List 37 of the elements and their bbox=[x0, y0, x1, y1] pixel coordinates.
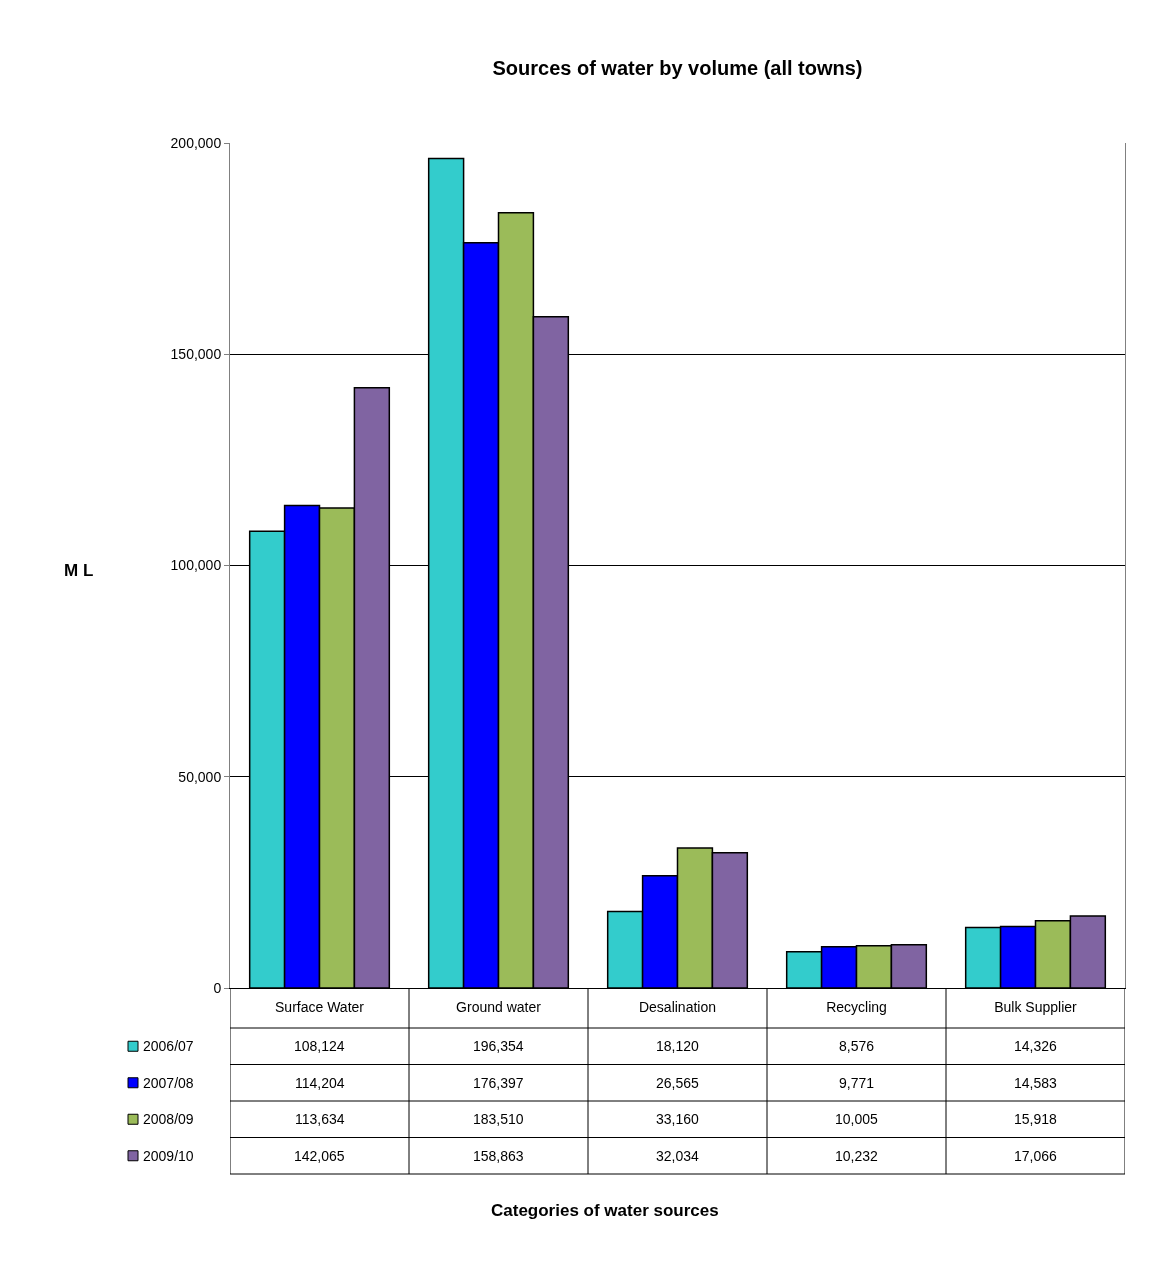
legend-label: 2007/08 bbox=[143, 1075, 194, 1091]
y-tick-label: 150,000 bbox=[170, 346, 222, 363]
text: Categories of water sources bbox=[491, 1201, 719, 1220]
data-label: 176,397 bbox=[473, 1075, 524, 1091]
data-label: 10,232 bbox=[835, 1148, 879, 1164]
legend-label: 2009/10 bbox=[143, 1148, 194, 1164]
x-tick-label: Surface Water bbox=[275, 998, 365, 1015]
x-tick-label: Desalination bbox=[638, 998, 717, 1015]
data-label: 14,326 bbox=[1014, 1038, 1058, 1054]
data-label: 18,120 bbox=[656, 1038, 700, 1054]
chart-title: Sources of water by volume (all towns) bbox=[492, 57, 863, 79]
data-label: 183,510 bbox=[473, 1111, 524, 1127]
y-tick-label: 50,000 bbox=[178, 768, 222, 785]
data-label: 17,066 bbox=[1014, 1148, 1058, 1164]
data-label: 10,005 bbox=[835, 1111, 879, 1127]
y-axis-title: M L bbox=[64, 561, 94, 580]
data-label: 108,124 bbox=[294, 1038, 345, 1054]
data-label: 8,576 bbox=[839, 1038, 875, 1054]
data-label: 32,034 bbox=[656, 1148, 700, 1164]
y-tick-label: 0 bbox=[213, 979, 222, 996]
data-label: 33,160 bbox=[656, 1111, 700, 1127]
data-label: 158,863 bbox=[473, 1148, 524, 1164]
data-label: 142,065 bbox=[294, 1148, 345, 1164]
data-label: 15,918 bbox=[1014, 1111, 1058, 1127]
x-tick-label: Recycling bbox=[826, 998, 887, 1015]
data-label: 196,354 bbox=[473, 1038, 524, 1054]
legend-label: 2008/09 bbox=[143, 1111, 194, 1127]
legend-label: 2006/07 bbox=[143, 1038, 194, 1054]
data-label: 14,583 bbox=[1014, 1075, 1058, 1091]
data-label: 9,771 bbox=[839, 1075, 875, 1091]
data-label: 26,565 bbox=[656, 1075, 700, 1091]
y-tick-label: 100,000 bbox=[170, 557, 222, 574]
data-label: 113,634 bbox=[295, 1111, 345, 1127]
x-tick-label: Bulk Supplier bbox=[994, 998, 1078, 1015]
y-tick-label: 200,000 bbox=[170, 134, 222, 151]
x-tick-label: Ground water bbox=[456, 998, 542, 1015]
data-label: 114,204 bbox=[295, 1075, 345, 1091]
